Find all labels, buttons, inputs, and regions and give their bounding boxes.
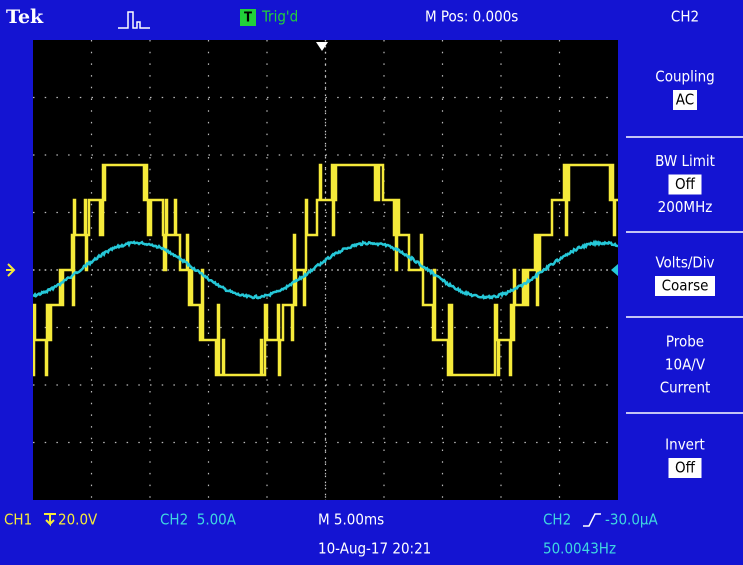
menu-value: Off (675, 459, 696, 477)
ch1-label: CH1 (4, 511, 32, 529)
menu-text: 200MHz (658, 198, 713, 216)
menu-label: BW Limit (655, 152, 715, 170)
ch1-scale: 20.0V (58, 511, 98, 529)
timebase: M 5.00ms (318, 511, 384, 529)
menu-text: 10A/V (665, 356, 706, 374)
oscilloscope-screen: Tek T Trig'd M Pos: 0.000s CH2 Coupling A… (0, 0, 743, 565)
trigger-level: -30.0µA (605, 511, 658, 529)
trigger-status: Trig'd (261, 8, 298, 26)
position: M Pos: 0.000s (425, 8, 518, 26)
menu-label: Invert (665, 436, 705, 454)
side-menu: Coupling AC BW Limit Off 200MHz Volts/Div Coar… (626, 40, 743, 500)
trigger-badge: T (244, 11, 252, 26)
frequency: 50.0043Hz (543, 540, 616, 558)
ch2-scale: CH2 5.00A (160, 511, 237, 529)
menu-text: Current (660, 379, 711, 397)
brand: Tek (6, 6, 44, 28)
menu-value: Coarse (662, 277, 709, 295)
menu-label: Volts/Div (655, 254, 714, 272)
menu-value: AC (676, 91, 694, 109)
trigger-source: CH2 (543, 511, 571, 529)
date: 10-Aug-17 20:21 (318, 540, 431, 558)
menu-channel: CH2 (671, 8, 699, 26)
menu-label: Probe (666, 333, 704, 351)
menu-value: Off (675, 175, 696, 193)
menu-label: Coupling (655, 68, 714, 86)
